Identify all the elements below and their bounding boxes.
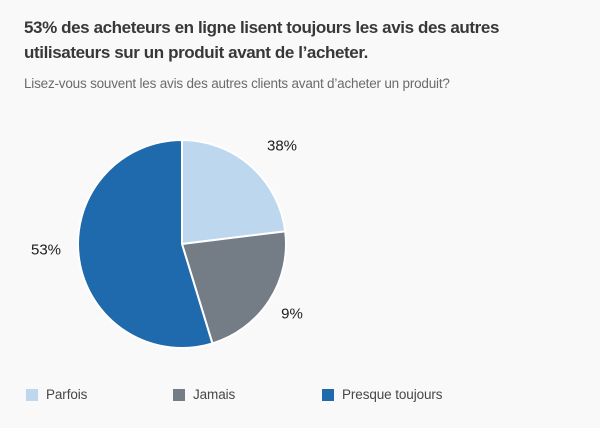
value-label-jamais: 9%	[281, 306, 303, 323]
legend-item-presque-toujours: Presque toujours	[322, 387, 443, 402]
legend-item-jamais: Jamais	[173, 387, 235, 402]
value-label-presque-toujours: 53%	[31, 242, 61, 259]
pie-slice-parfois	[181, 139, 287, 245]
chart-header: 53% des acheteurs en ligne lisent toujou…	[24, 15, 588, 91]
chart-title-line-2: utilisateurs sur un produit avant de l’a…	[24, 43, 368, 62]
legend-item-parfois: Parfois	[26, 387, 87, 402]
chart-title-line-1: 53% des acheteurs en ligne lisent toujou…	[24, 18, 500, 37]
legend-swatch-jamais	[173, 388, 185, 401]
pie-slice-presque-toujours	[77, 139, 214, 349]
legend-swatch-parfois	[26, 388, 38, 401]
legend: Parfois Jamais Presque toujours	[0, 387, 600, 403]
legend-label-presque-toujours: Presque toujours	[342, 387, 443, 402]
legend-swatch-presque-toujours	[322, 388, 334, 401]
legend-label-jamais: Jamais	[193, 387, 236, 402]
chart-title: 53% des acheteurs en ligne lisent toujou…	[24, 15, 588, 65]
chart-subtitle: Lisez-vous souvent les avis des autres c…	[24, 76, 450, 91]
pie-slice-jamais	[181, 230, 287, 345]
legend-label-parfois: Parfois	[46, 387, 88, 402]
value-label-parfois: 38%	[267, 138, 297, 155]
